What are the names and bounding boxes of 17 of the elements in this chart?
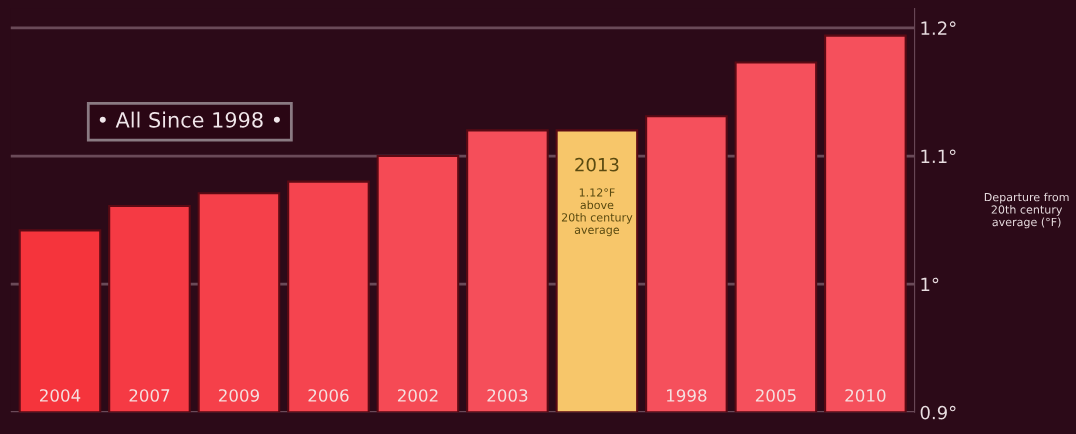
annotation: 1.12°F above 20th century average: [561, 188, 633, 237]
y-tick-label: 1.2°: [921, 21, 956, 35]
annotation: • All Since 1998 •: [99, 111, 280, 128]
x-tick-label: 2004: [39, 389, 81, 402]
y-tick-label: 0.9°: [920, 405, 956, 420]
x-tick-label: 1998: [667, 389, 707, 402]
y-axis-title: Departure from 20th century average (°F): [984, 192, 1069, 229]
y-tick-label: 1°: [921, 277, 939, 292]
x-tick-label: 2003: [487, 389, 528, 402]
x-tick-label: 2007: [129, 389, 170, 402]
x-tick-label: 2010: [845, 389, 886, 402]
y-tick-label: 1.1°: [921, 149, 956, 163]
x-tick-label: 2002: [397, 389, 438, 402]
x-tick-label: 2005: [755, 389, 796, 402]
x-tick-label: 2013: [575, 157, 619, 172]
x-tick-label: 2006: [308, 389, 349, 402]
x-tick-label: 2009: [218, 389, 259, 402]
